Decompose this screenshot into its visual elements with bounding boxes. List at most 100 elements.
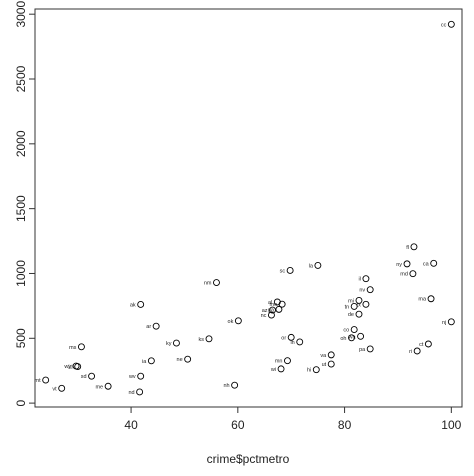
point-label: ma [418, 297, 427, 303]
data-point [152, 322, 160, 330]
data-point [184, 355, 192, 363]
y-tick-label: 3000 [14, 1, 28, 28]
point-label: hi [307, 368, 311, 374]
point-label: nv [359, 288, 365, 294]
point-label: nm [204, 281, 212, 287]
point-label: nd [128, 390, 134, 396]
point-label: me [95, 384, 103, 390]
data-point [205, 335, 213, 343]
x-tick-label: 80 [338, 418, 352, 432]
point-label: sd [81, 374, 87, 380]
point-label: al [268, 300, 272, 306]
point-label: ak [130, 302, 136, 308]
data-point [72, 362, 80, 370]
y-tick-label: 1500 [14, 195, 28, 222]
data-point [362, 275, 370, 283]
x-tick-label: 100 [441, 418, 461, 432]
point-label: tx [357, 302, 362, 308]
point-label: ga [268, 307, 275, 313]
point-label: mi [348, 298, 354, 304]
data-point [409, 270, 417, 278]
x-tick-label: 40 [124, 418, 138, 432]
data-point [348, 334, 355, 342]
point-label: ny [396, 262, 402, 268]
point-label: fl [406, 245, 409, 251]
data-point [286, 267, 294, 274]
point-label: de [348, 312, 354, 318]
data-point [137, 301, 145, 308]
point-label: nj [442, 320, 446, 326]
point-label: cc [441, 22, 447, 28]
data-point [355, 310, 363, 318]
data-point [137, 372, 145, 380]
data-point [447, 318, 455, 326]
y-tick-label: 1000 [14, 260, 28, 287]
point-label: ca [423, 261, 430, 267]
point-label: sc [280, 268, 286, 274]
data-point [350, 302, 358, 310]
data-point [58, 384, 66, 392]
point-label: nh [223, 383, 229, 389]
data-point [287, 333, 295, 341]
data-point [231, 381, 239, 389]
point-label: wv [128, 374, 136, 380]
point-label: wi [270, 367, 276, 373]
point-label: wa [348, 334, 357, 340]
y-tick-label: 0 [14, 399, 28, 406]
data-point [269, 306, 276, 314]
point-label: ky [166, 341, 172, 347]
data-point [350, 326, 358, 334]
point-label: id [68, 365, 72, 371]
data-point [410, 243, 418, 251]
point-label: co [343, 328, 349, 334]
x-tick-label: 60 [231, 418, 245, 432]
data-point [234, 317, 242, 325]
data-point [136, 388, 144, 396]
data-point [427, 295, 435, 303]
data-point [430, 259, 438, 267]
point-label: nc [261, 313, 267, 319]
point-label: ut [322, 362, 327, 368]
point-label: ct [419, 342, 424, 348]
point-label: mt [35, 378, 42, 384]
data-point [447, 20, 455, 28]
data-point [424, 340, 432, 348]
y-tick-label: 2000 [14, 130, 28, 157]
y-tick-label: 500 [14, 328, 28, 348]
data-point [42, 376, 50, 384]
data-point [172, 339, 180, 347]
data-point [366, 345, 374, 353]
point-label: az [262, 308, 268, 314]
data-point [104, 382, 112, 390]
point-label: ks [199, 337, 205, 343]
point-label: tn [345, 304, 350, 310]
point-label: oh [340, 336, 346, 342]
point-label: ne [177, 357, 183, 363]
data-point [268, 311, 275, 319]
data-point [278, 300, 286, 308]
data-point [312, 366, 320, 374]
point-label: ms [69, 345, 77, 351]
point-label: va [320, 353, 327, 359]
point-label: ar [146, 324, 151, 330]
data-point [357, 332, 365, 340]
data-point [327, 360, 335, 368]
data-point [366, 286, 374, 294]
data-point [284, 357, 291, 365]
point-label: ri [409, 349, 412, 355]
x-axis-title: crime$pctmetro [207, 452, 290, 466]
point-label: pa [359, 347, 366, 353]
data-point [88, 372, 96, 380]
y-axis: 0 500 1000 1500 2000 2500 3000 [14, 1, 35, 406]
data-point [275, 305, 283, 313]
data-point [77, 343, 85, 351]
data-point [314, 261, 322, 269]
point-label: or [281, 335, 286, 341]
y-tick-label: 2500 [14, 65, 28, 92]
point-label: in [290, 340, 294, 346]
point-label: ia [142, 359, 147, 365]
data-point [355, 296, 363, 304]
